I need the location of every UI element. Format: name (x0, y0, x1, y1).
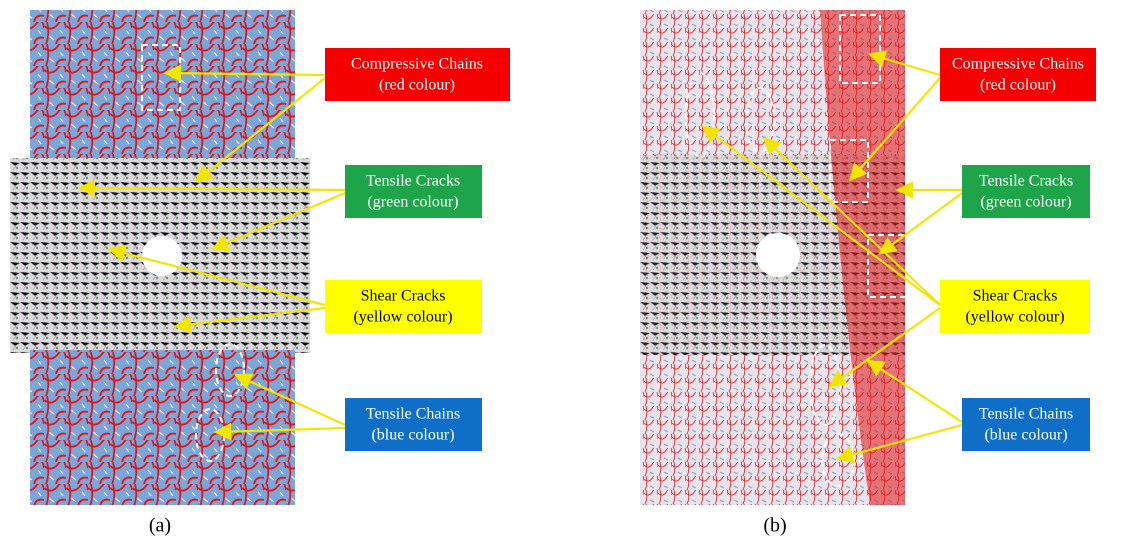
label-title: Compressive Chains (351, 56, 483, 73)
label-subtitle: (yellow colour) (965, 309, 1064, 326)
label-subtitle: (blue colour) (984, 427, 1067, 444)
panel-caption: (a) (149, 515, 171, 537)
label-title: Compressive Chains (952, 56, 1084, 73)
label-title: Tensile Cracks (979, 173, 1073, 190)
label-subtitle: (red colour) (379, 77, 455, 94)
label-subtitle: (green colour) (367, 194, 458, 211)
label-title: Shear Cracks (361, 288, 446, 305)
label-subtitle: (yellow colour) (353, 309, 452, 326)
label-subtitle: (green colour) (980, 194, 1071, 211)
labels-a: Compressive Chains (red colour) Tensile … (325, 48, 510, 451)
panel-caption: (b) (763, 515, 786, 537)
label-title: Tensile Chains (979, 406, 1073, 423)
figure: Compressive Chains (red colour) Tensile … (0, 0, 1124, 547)
label-subtitle: (blue colour) (371, 427, 454, 444)
label-title: Tensile Cracks (366, 173, 460, 190)
label-title: Shear Cracks (973, 288, 1058, 305)
label-title: Tensile Chains (366, 406, 460, 423)
label-subtitle: (red colour) (980, 77, 1056, 94)
panel-b-image (640, 10, 906, 505)
labels-b: Compressive Chains (red colour) Tensile … (940, 48, 1096, 451)
